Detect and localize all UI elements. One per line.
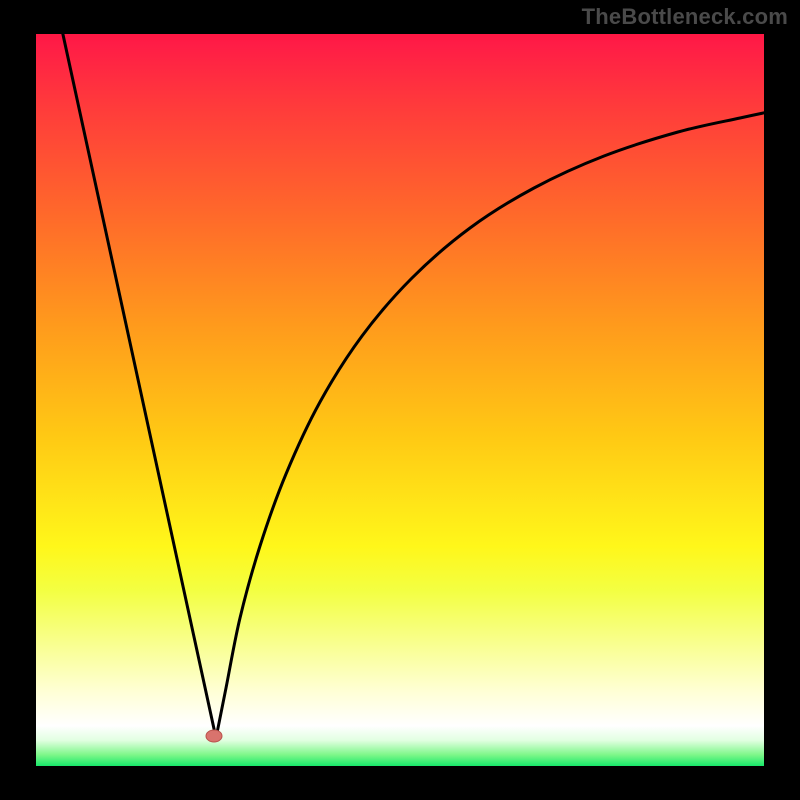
- heatmap-gradient: [36, 34, 764, 766]
- attribution-label: TheBottleneck.com: [582, 4, 788, 30]
- optimal-point-marker: [206, 730, 222, 742]
- chart-container: { "meta": { "attribution": "TheBottlenec…: [0, 0, 800, 800]
- bottleneck-chart: [0, 0, 800, 800]
